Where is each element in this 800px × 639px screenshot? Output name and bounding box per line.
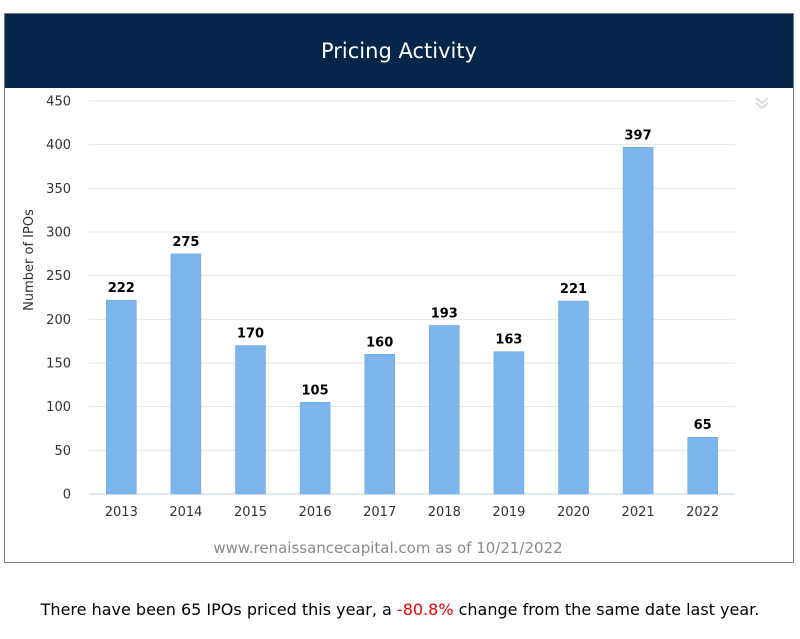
data-label-2017: 160 <box>366 335 393 350</box>
y-axis-label: Number of IPOs <box>22 209 37 311</box>
x-tick-label-2017: 2017 <box>363 505 396 520</box>
bar-2022[interactable] <box>687 436 718 495</box>
bar-2014[interactable] <box>170 253 202 495</box>
data-label-2016: 105 <box>302 383 329 398</box>
x-tick-label-2013: 2013 <box>105 505 138 520</box>
chart-title: Pricing Activity <box>321 39 477 63</box>
bar-2018[interactable] <box>429 325 460 495</box>
y-tick-label: 150 <box>46 357 71 372</box>
y-axis-ticks: 0 50 100 150 200 250 300 350 400 450 <box>46 95 71 503</box>
data-label-2015: 170 <box>237 327 264 342</box>
bars <box>106 147 718 495</box>
chart-frame: Pricing Activity 0 50 100 150 200 250 300 350 40… <box>4 13 794 563</box>
summary-before: There have been 65 IPOs priced this year… <box>40 600 397 619</box>
bar-chart: 0 50 100 150 200 250 300 350 400 450 222 275 170 105… <box>22 95 735 557</box>
x-tick-label-2018: 2018 <box>428 505 461 520</box>
chart-header: Pricing Activity <box>5 14 793 88</box>
y-tick-label: 350 <box>46 182 71 197</box>
bar-2015[interactable] <box>235 345 266 495</box>
data-label-2014: 275 <box>172 235 199 250</box>
x-axis-ticks: 2013 2014 2015 2016 2017 2018 2019 2020 2021 2022 <box>105 505 719 520</box>
y-tick-label: 0 <box>63 488 71 503</box>
data-label-2021: 397 <box>625 128 652 143</box>
data-label-2013: 222 <box>108 281 135 296</box>
y-tick-label: 200 <box>46 313 71 328</box>
bar-2013[interactable] <box>106 299 137 495</box>
y-tick-label: 250 <box>46 269 71 284</box>
bar-2019[interactable] <box>493 351 525 495</box>
chevron-double-down-icon[interactable] <box>753 94 771 112</box>
summary-text: There have been 65 IPOs priced this year… <box>0 600 800 619</box>
summary-after: change from the same date last year. <box>453 600 760 619</box>
x-tick-label-2022: 2022 <box>686 505 719 520</box>
summary-change: -80.8% <box>396 600 454 619</box>
data-labels: 222 275 170 105 160 193 163 221 397 65 <box>108 128 712 433</box>
data-label-2020: 221 <box>560 282 587 297</box>
y-tick-label: 400 <box>46 138 71 153</box>
bar-2020[interactable] <box>558 300 589 495</box>
bar-2017[interactable] <box>364 354 395 495</box>
data-label-2019: 163 <box>495 333 522 348</box>
bar-2021[interactable] <box>622 147 654 495</box>
bar-2016[interactable] <box>299 402 331 495</box>
x-tick-label-2020: 2020 <box>557 505 590 520</box>
y-tick-label: 450 <box>46 95 71 110</box>
x-tick-label-2016: 2016 <box>299 505 332 520</box>
y-tick-label: 100 <box>46 400 71 415</box>
x-tick-label-2015: 2015 <box>234 505 267 520</box>
x-tick-label-2019: 2019 <box>492 505 525 520</box>
data-label-2018: 193 <box>431 306 458 321</box>
x-tick-label-2021: 2021 <box>622 505 655 520</box>
y-tick-label: 50 <box>54 444 71 459</box>
chart-credit: www.renaissancecapital.com as of 10/21/2… <box>213 539 562 557</box>
data-label-2022: 65 <box>694 418 712 433</box>
y-tick-label: 300 <box>46 226 71 241</box>
x-tick-label-2014: 2014 <box>169 505 202 520</box>
